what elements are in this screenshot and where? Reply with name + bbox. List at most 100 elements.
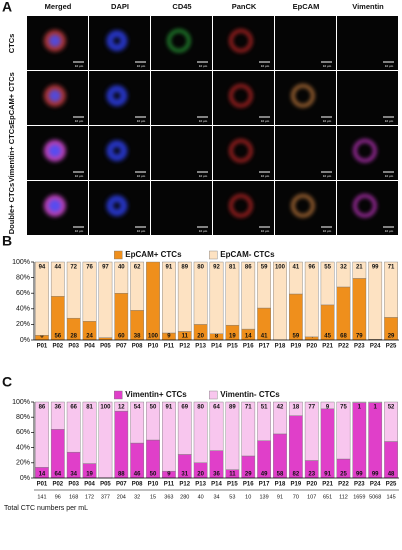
bar-segment bbox=[273, 261, 287, 341]
micrograph bbox=[213, 126, 274, 180]
scale-bar-label: 10 μm bbox=[323, 174, 332, 178]
scale-bar-label: 10 μm bbox=[75, 229, 84, 233]
y-tick-label: 60% bbox=[16, 429, 30, 436]
value-label: 64 bbox=[213, 405, 220, 411]
value-label: 11 bbox=[182, 334, 189, 340]
cell bbox=[353, 139, 377, 163]
value-label: 21 bbox=[356, 265, 363, 271]
value-label: 88 bbox=[118, 472, 125, 478]
value-label: 32 bbox=[340, 265, 347, 271]
bar-segment bbox=[177, 261, 192, 332]
value-label: 71 bbox=[388, 265, 395, 271]
x-tick-label: P24 bbox=[370, 344, 381, 350]
bar-segment bbox=[273, 401, 287, 435]
total-label: 96 bbox=[55, 494, 61, 500]
y-tick-label: 80% bbox=[16, 414, 30, 421]
value-label: 80 bbox=[197, 405, 204, 411]
value-label: 1 bbox=[358, 405, 362, 411]
value-label: 81 bbox=[229, 265, 236, 271]
total-label: 15 bbox=[150, 494, 156, 500]
x-tick-label: P01 bbox=[37, 482, 48, 488]
legend-swatch bbox=[114, 390, 123, 400]
total-label: 172 bbox=[85, 494, 94, 500]
bar-segment bbox=[352, 261, 367, 279]
micrograph bbox=[89, 71, 150, 125]
value-label: 19 bbox=[86, 472, 93, 478]
total-label: 145 bbox=[386, 494, 395, 500]
x-tick-label: P15 bbox=[227, 344, 238, 350]
micrograph bbox=[151, 71, 212, 125]
bar-segment bbox=[177, 401, 192, 455]
bar-segment bbox=[288, 401, 303, 416]
nucleus bbox=[48, 89, 61, 102]
row-label: Vimentin+ CTCs bbox=[7, 125, 16, 183]
bar-segment bbox=[50, 261, 65, 297]
column-header: DAPI bbox=[111, 2, 129, 11]
bar-segment bbox=[384, 401, 398, 442]
value-label: 12 bbox=[118, 405, 125, 411]
value-label: 94 bbox=[39, 265, 46, 271]
bar-segment bbox=[368, 261, 383, 340]
cell bbox=[291, 84, 315, 108]
bar-segment bbox=[288, 261, 303, 295]
value-label: 91 bbox=[166, 405, 173, 411]
value-label: 59 bbox=[293, 334, 300, 340]
value-label: 34 bbox=[70, 472, 77, 478]
value-label: 72 bbox=[70, 265, 77, 271]
value-label: 86 bbox=[245, 265, 252, 271]
x-tick-label: P21 bbox=[322, 344, 333, 350]
x-tick-label: P14 bbox=[211, 344, 222, 350]
column-header: Vimentin bbox=[352, 2, 384, 11]
legend-swatch bbox=[114, 250, 123, 260]
panel-label: B bbox=[2, 233, 12, 249]
value-label: 92 bbox=[213, 265, 220, 271]
x-tick-label: P21 bbox=[322, 482, 333, 488]
value-label: 42 bbox=[277, 405, 284, 411]
x-tick-label: P02 bbox=[52, 344, 63, 350]
value-label: 11 bbox=[229, 472, 236, 478]
row-label: EpCAM+ CTCs bbox=[7, 72, 16, 125]
y-tick-label: 20% bbox=[16, 460, 30, 467]
bar-segment bbox=[368, 401, 383, 403]
x-tick-label: P14 bbox=[211, 482, 222, 488]
x-tick-label: P08 bbox=[132, 482, 143, 488]
nucleus bbox=[48, 199, 61, 212]
value-label: 81 bbox=[86, 405, 93, 411]
value-label: 36 bbox=[213, 472, 220, 478]
value-label: 9 bbox=[167, 334, 171, 340]
bar-segment bbox=[352, 278, 367, 341]
cell bbox=[106, 140, 128, 162]
value-label: 6 bbox=[40, 334, 44, 340]
value-label: 91 bbox=[324, 472, 331, 478]
value-label: 9 bbox=[326, 405, 330, 411]
x-tick-label: P13 bbox=[195, 482, 206, 488]
value-label: 89 bbox=[181, 265, 188, 271]
scale-bar-label: 10 μm bbox=[199, 119, 208, 123]
bar-segment bbox=[114, 261, 129, 294]
scale-bar-label: 10 μm bbox=[385, 174, 394, 178]
cell bbox=[229, 29, 253, 53]
value-label: 14 bbox=[39, 472, 46, 478]
y-tick-label: 80% bbox=[16, 274, 30, 281]
value-label: 20 bbox=[197, 472, 204, 478]
value-label: 96 bbox=[308, 265, 315, 271]
x-tick-label: P18 bbox=[275, 344, 286, 350]
bar-segment bbox=[209, 401, 224, 451]
value-label: 14 bbox=[245, 334, 252, 340]
x-tick-label: P22 bbox=[338, 482, 349, 488]
micrograph bbox=[337, 181, 398, 235]
y-tick-label: 0% bbox=[20, 337, 30, 344]
cell bbox=[229, 139, 253, 163]
legend-swatch bbox=[209, 250, 218, 260]
scale-bar-label: 10 μm bbox=[75, 64, 84, 68]
value-label: 99 bbox=[372, 265, 379, 271]
bar-segment bbox=[352, 401, 367, 403]
scale-bar-label: 10 μm bbox=[137, 64, 146, 68]
bar-segment bbox=[130, 401, 145, 444]
x-tick-label: P23 bbox=[354, 482, 365, 488]
micrograph bbox=[337, 126, 398, 180]
x-tick-label: P19 bbox=[291, 482, 302, 488]
cell bbox=[106, 195, 128, 217]
value-label: 97 bbox=[102, 265, 109, 271]
bar-segment bbox=[82, 401, 97, 464]
